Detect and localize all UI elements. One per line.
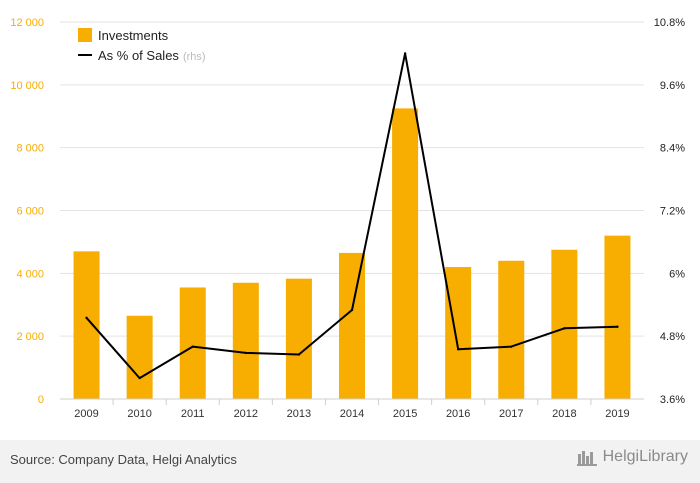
bar: [392, 108, 419, 399]
footer: Source: Company Data, Helgi Analytics He…: [0, 440, 700, 483]
x-tick-label: 2017: [499, 408, 523, 420]
line-series: [85, 52, 619, 380]
y-left-tick-label: 12 000: [10, 17, 44, 29]
y-left-tick-label: 8 000: [16, 143, 44, 155]
bar: [285, 278, 312, 399]
legend-label-sales-pct-name: As % of Sales: [98, 48, 179, 63]
x-tick-label: 2013: [287, 408, 311, 420]
x-tick-label: 2011: [181, 408, 205, 420]
helgi-library-logo: HelgiLibrary: [576, 448, 688, 466]
bar: [445, 267, 472, 399]
bars: [73, 108, 631, 399]
y-left-tick-label: 6 000: [16, 206, 44, 218]
y-left-tick-label: 4 000: [16, 268, 44, 280]
legend-label-sales-pct: As % of Sales (rhs): [98, 48, 206, 63]
source-text: Source: Company Data, Helgi Analytics: [10, 452, 237, 467]
bar: [604, 235, 631, 399]
legend: Investments As % of Sales (rhs): [78, 28, 206, 63]
y-left-tick-label: 2 000: [16, 331, 44, 343]
axes: 0 2 000 4 000 6 000 8 000 10 000 12 000 3.6% 4.8…: [10, 17, 685, 420]
y-right-tick-label: 8.4%: [660, 143, 685, 155]
bar: [551, 249, 578, 399]
bar: [498, 260, 525, 399]
y-right-tick-label: 9.6%: [660, 80, 685, 92]
y-right-tick-label: 6%: [669, 268, 685, 280]
x-tick-label: 2015: [393, 408, 417, 420]
y-right-tick-label: 7.2%: [660, 206, 685, 218]
bar: [232, 282, 259, 399]
x-tick-label: 2018: [552, 408, 576, 420]
line-point: [350, 308, 354, 312]
y-right-tick-label: 10.8%: [654, 17, 685, 29]
line-point: [244, 351, 248, 355]
x-tick-label: 2019: [605, 408, 629, 420]
line-point: [403, 52, 407, 55]
bar: [126, 315, 153, 399]
line-point: [138, 376, 141, 380]
bar: [73, 251, 100, 399]
x-tick-label: 2012: [234, 408, 258, 420]
library-icon: [576, 451, 597, 466]
y-left-tick-label: 10 000: [10, 80, 44, 92]
chart: 0 2 000 4 000 6 000 8 000 10 000 12 000 3.6% 4.8…: [10, 17, 685, 420]
x-tick-label: 2010: [127, 408, 151, 420]
bar: [179, 287, 206, 399]
y-left-tick-label: 0: [38, 394, 44, 406]
line-point: [563, 327, 566, 330]
legend-label-rhs: (rhs): [183, 51, 206, 63]
y-right-tick-label: 4.8%: [660, 331, 685, 343]
line-point: [456, 348, 460, 351]
legend-label-investments: Investments: [98, 28, 169, 43]
x-tick-label: 2009: [74, 408, 98, 420]
x-tick-label: 2014: [340, 408, 364, 420]
bar: [339, 252, 365, 399]
line-point: [191, 345, 194, 348]
y-right-tick-label: 3.6%: [660, 394, 685, 406]
line-point: [297, 353, 301, 356]
line-point: [510, 345, 513, 348]
line-point: [85, 316, 88, 320]
legend-swatch-investments: [78, 28, 92, 42]
logo-text: HelgiLibrary: [602, 448, 688, 465]
x-tick-label: 2016: [446, 408, 470, 420]
line-point: [616, 325, 619, 328]
